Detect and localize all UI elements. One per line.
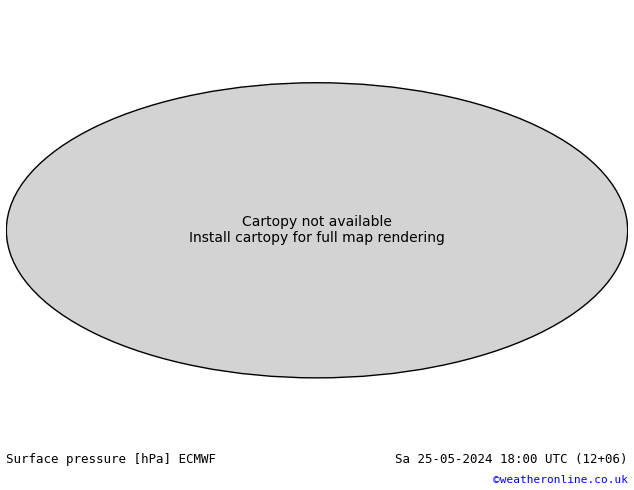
Ellipse shape [6,83,628,378]
Text: ©weatheronline.co.uk: ©weatheronline.co.uk [493,475,628,485]
Text: Cartopy not available
Install cartopy for full map rendering: Cartopy not available Install cartopy fo… [189,215,445,245]
Text: Sa 25-05-2024 18:00 UTC (12+06): Sa 25-05-2024 18:00 UTC (12+06) [395,452,628,466]
Text: Surface pressure [hPa] ECMWF: Surface pressure [hPa] ECMWF [6,452,216,466]
